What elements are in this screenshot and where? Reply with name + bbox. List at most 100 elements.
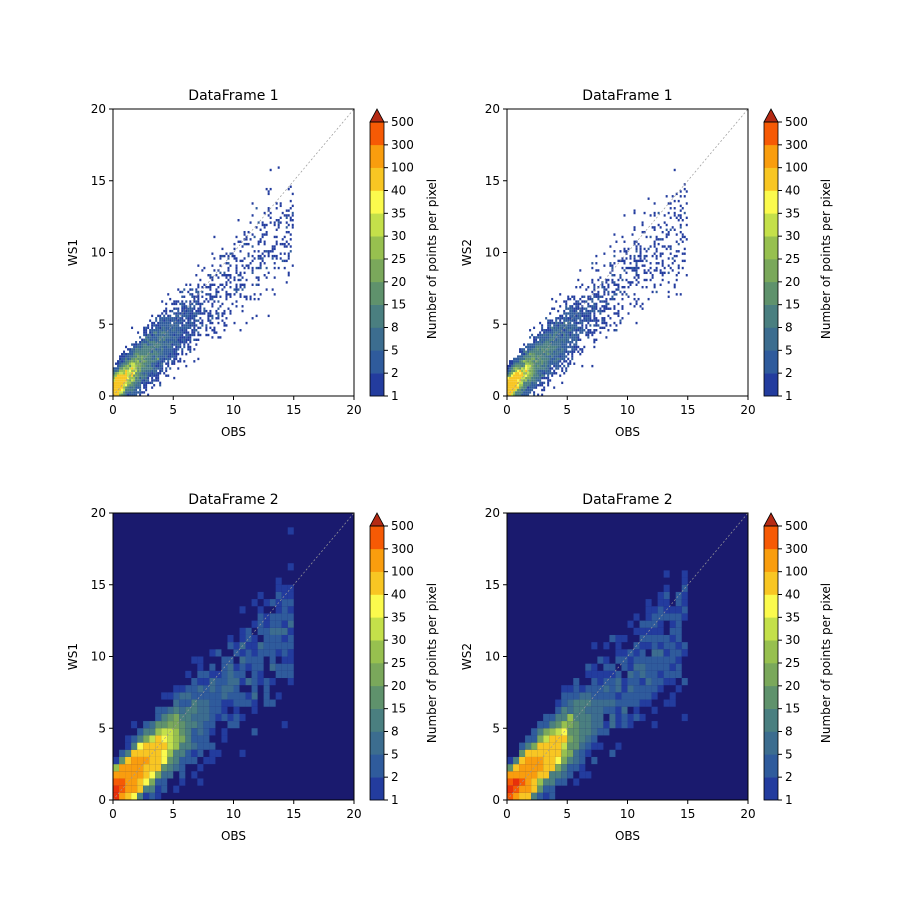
heatmap-cell bbox=[533, 362, 536, 365]
heatmap-cell bbox=[151, 379, 154, 382]
heatmap-cell bbox=[225, 281, 228, 284]
heatmap-cell bbox=[139, 348, 142, 351]
heatmap-cell bbox=[585, 670, 592, 679]
heatmap-cell bbox=[175, 343, 178, 346]
heatmap-cell bbox=[645, 285, 648, 289]
heatmap-cell bbox=[113, 388, 116, 392]
heatmap-cell bbox=[139, 384, 142, 387]
heatmap-cell bbox=[269, 613, 276, 621]
heatmap-cell bbox=[185, 321, 188, 325]
heatmap-cell bbox=[525, 388, 528, 392]
heatmap-cell bbox=[595, 338, 598, 341]
heatmap-cell bbox=[531, 367, 534, 370]
heatmap-cell bbox=[201, 302, 204, 306]
heatmap-cell bbox=[595, 319, 598, 322]
heatmap-cell bbox=[579, 317, 582, 320]
heatmap-cell bbox=[183, 295, 186, 298]
heatmap-cell bbox=[169, 355, 172, 358]
heatmap-cell bbox=[143, 367, 146, 370]
heatmap-cell bbox=[197, 764, 204, 772]
heatmap-cell bbox=[291, 223, 294, 227]
heatmap-cell bbox=[541, 336, 544, 339]
heatmap-cell bbox=[157, 348, 160, 351]
heatmap-cell bbox=[155, 374, 158, 377]
heatmap-cell bbox=[281, 259, 284, 263]
heatmap-cell bbox=[113, 778, 120, 786]
heatmap-cell bbox=[127, 381, 130, 385]
heatmap-cell bbox=[249, 297, 252, 301]
heatmap-cell bbox=[131, 348, 134, 351]
heatmap-cell bbox=[255, 207, 258, 210]
heatmap-cell bbox=[157, 321, 160, 325]
heatmap-cell bbox=[551, 340, 554, 344]
heatmap-cell bbox=[641, 223, 644, 227]
heatmap-cell bbox=[147, 381, 150, 385]
heatmap-cell bbox=[145, 360, 148, 363]
heatmap-cell bbox=[149, 721, 156, 729]
heatmap-cell bbox=[515, 369, 518, 373]
heatmap-cell bbox=[281, 642, 288, 650]
heatmap-cell bbox=[257, 663, 264, 671]
heatmap-cell bbox=[173, 348, 176, 351]
heatmap-cell bbox=[167, 721, 174, 729]
heatmap-cell bbox=[531, 357, 534, 361]
heatmap-cell bbox=[169, 336, 172, 339]
heatmap-cell bbox=[565, 326, 568, 330]
heatmap-cell bbox=[167, 319, 170, 322]
x-tick-label: 10 bbox=[620, 807, 635, 821]
heatmap-cell bbox=[173, 749, 180, 757]
heatmap-cell bbox=[543, 367, 546, 370]
heatmap-cell bbox=[249, 262, 252, 265]
heatmap-cell bbox=[117, 381, 120, 385]
heatmap-cell bbox=[229, 293, 232, 296]
heatmap-cell bbox=[569, 333, 572, 337]
heatmap-cell bbox=[123, 355, 126, 358]
heatmap-cell bbox=[639, 257, 642, 260]
heatmap-cell bbox=[211, 264, 214, 267]
heatmap-cell bbox=[509, 384, 512, 387]
heatmap-cell bbox=[143, 764, 150, 772]
heatmap-cell bbox=[251, 678, 258, 686]
heatmap-cell bbox=[507, 384, 510, 387]
heatmap-cell bbox=[573, 324, 576, 327]
heatmap-cell bbox=[549, 735, 556, 743]
heatmap-cell bbox=[197, 302, 200, 306]
heatmap-cell bbox=[521, 369, 524, 373]
heatmap-cell bbox=[181, 336, 184, 339]
heatmap-cell bbox=[535, 340, 538, 344]
heatmap-cell bbox=[223, 324, 226, 327]
heatmap-cell bbox=[249, 221, 252, 224]
heatmap-cell bbox=[155, 362, 158, 365]
heatmap-cell bbox=[665, 195, 668, 198]
heatmap-cell bbox=[681, 606, 688, 614]
heatmap-cell bbox=[219, 264, 222, 267]
heatmap-cell bbox=[135, 388, 138, 392]
heatmap-cell bbox=[287, 242, 290, 246]
heatmap-cell bbox=[169, 331, 172, 334]
heatmap-cell bbox=[681, 642, 688, 650]
heatmap-cell bbox=[191, 721, 198, 729]
heatmap-cell bbox=[553, 307, 556, 310]
heatmap-cell bbox=[283, 214, 286, 217]
heatmap-cell bbox=[119, 364, 122, 368]
heatmap-cell bbox=[515, 357, 518, 361]
heatmap-cell bbox=[287, 223, 290, 227]
heatmap-cell bbox=[227, 262, 230, 265]
heatmap-cell bbox=[241, 276, 244, 279]
heatmap-cell bbox=[539, 345, 542, 349]
heatmap-cell bbox=[555, 348, 558, 351]
heatmap-cell bbox=[587, 319, 590, 322]
heatmap-cell bbox=[543, 792, 550, 800]
heatmap-cell bbox=[533, 372, 536, 375]
heatmap-cell bbox=[517, 364, 520, 368]
heatmap-cell bbox=[167, 293, 170, 296]
heatmap-cell bbox=[161, 352, 164, 356]
heatmap-cell bbox=[573, 319, 576, 322]
heatmap-cell bbox=[579, 321, 582, 325]
heatmap-cell bbox=[143, 785, 150, 793]
heatmap-cell bbox=[637, 259, 640, 263]
heatmap-cell bbox=[545, 362, 548, 365]
heatmap-cell bbox=[125, 362, 128, 365]
heatmap-cell bbox=[511, 386, 514, 389]
